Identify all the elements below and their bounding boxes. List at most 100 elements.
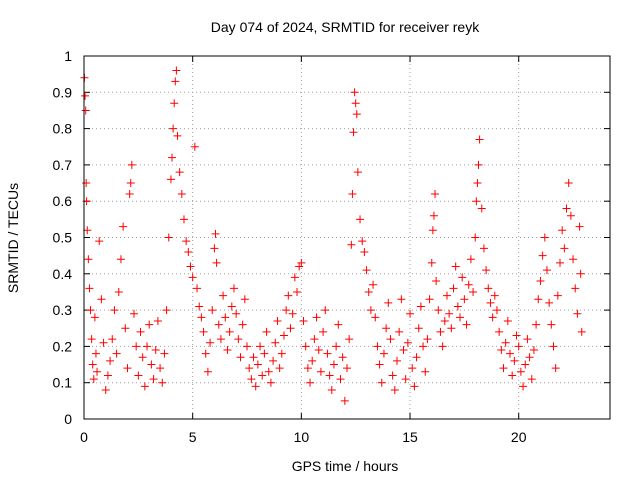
data-point: [99, 338, 108, 347]
data-point: [375, 360, 384, 369]
data-point: [425, 295, 434, 304]
data-point: [201, 349, 210, 358]
data-point: [186, 262, 195, 271]
data-point: [271, 338, 280, 347]
data-point: [397, 295, 406, 304]
data-point: [345, 335, 354, 344]
data-point: [223, 346, 232, 355]
data-point: [169, 124, 178, 133]
data-point: [410, 382, 419, 391]
data-point: [138, 353, 147, 362]
data-point: [243, 342, 252, 351]
data-point: [203, 367, 212, 376]
data-point: [564, 179, 573, 188]
data-point: [512, 331, 521, 340]
data-point: [538, 251, 547, 260]
data-point: [227, 302, 236, 311]
data-point: [484, 284, 493, 293]
data-point: [238, 320, 247, 329]
data-point: [562, 204, 571, 213]
data-point: [116, 255, 125, 264]
data-point: [503, 316, 512, 325]
data-point: [329, 360, 338, 369]
data-point: [286, 324, 295, 333]
data-point: [549, 342, 558, 351]
data-point: [474, 160, 483, 169]
data-point: [488, 313, 497, 322]
x-axis-label: GPS time / hours: [292, 458, 399, 474]
data-point: [499, 364, 508, 373]
data-point: [206, 338, 215, 347]
data-point: [93, 367, 102, 376]
data-point: [175, 168, 184, 177]
data-point: [81, 106, 90, 115]
data-point: [360, 248, 369, 257]
data-point: [195, 302, 204, 311]
data-point: [501, 338, 510, 347]
data-point: [126, 179, 135, 188]
data-point: [121, 324, 130, 333]
data-point: [384, 298, 393, 307]
data-point: [232, 309, 241, 318]
data-point: [260, 349, 269, 358]
data-point: [490, 291, 499, 300]
data-point: [495, 327, 504, 336]
y-tick-label: 0.4: [53, 266, 73, 282]
data-point: [225, 327, 234, 336]
data-point: [414, 324, 423, 333]
data-point: [160, 349, 169, 358]
data-point: [523, 335, 532, 344]
data-point: [164, 233, 173, 242]
data-point: [266, 378, 275, 387]
data-point: [482, 266, 491, 275]
data-point: [284, 291, 293, 300]
data-point: [151, 346, 160, 355]
data-point: [91, 349, 100, 358]
data-point: [170, 99, 179, 108]
data-point: [573, 309, 582, 318]
data-point: [114, 287, 123, 296]
y-axis-label: SRMTID / TECUs: [5, 183, 21, 293]
data-point: [419, 342, 428, 351]
data-point: [153, 316, 162, 325]
data-point: [351, 99, 360, 108]
data-point: [399, 346, 408, 355]
data-point: [431, 189, 440, 198]
data-point: [214, 320, 223, 329]
data-point: [553, 291, 562, 300]
data-point: [497, 346, 506, 355]
data-point: [379, 349, 388, 358]
data-point: [245, 364, 254, 373]
data-point: [347, 240, 356, 249]
data-point: [125, 189, 134, 198]
data-point: [473, 179, 482, 188]
data-point: [519, 382, 528, 391]
data-point: [371, 313, 380, 322]
data-point: [106, 356, 115, 365]
data-point: [312, 313, 321, 322]
data-point: [83, 226, 92, 235]
data-point: [479, 244, 488, 253]
data-point: [123, 364, 132, 373]
data-point: [236, 353, 245, 362]
data-point: [575, 222, 584, 231]
data-point: [127, 160, 136, 169]
data-point: [429, 211, 438, 220]
data-point: [129, 309, 138, 318]
data-point: [288, 309, 297, 318]
data-point: [256, 342, 265, 351]
data-point: [168, 153, 177, 162]
data-point: [86, 306, 95, 315]
data-point: [119, 222, 128, 231]
plot-frame: [83, 55, 611, 420]
data-point: [514, 342, 523, 351]
data-point: [427, 258, 436, 267]
data-point: [449, 284, 458, 293]
data-point: [428, 226, 437, 235]
data-point: [156, 364, 165, 373]
data-point: [166, 175, 175, 184]
data-point: [101, 385, 110, 394]
chart-title: Day 074 of 2024, SRMTID for receiver rey…: [211, 19, 480, 35]
data-point: [143, 342, 152, 351]
data-point: [508, 371, 517, 380]
